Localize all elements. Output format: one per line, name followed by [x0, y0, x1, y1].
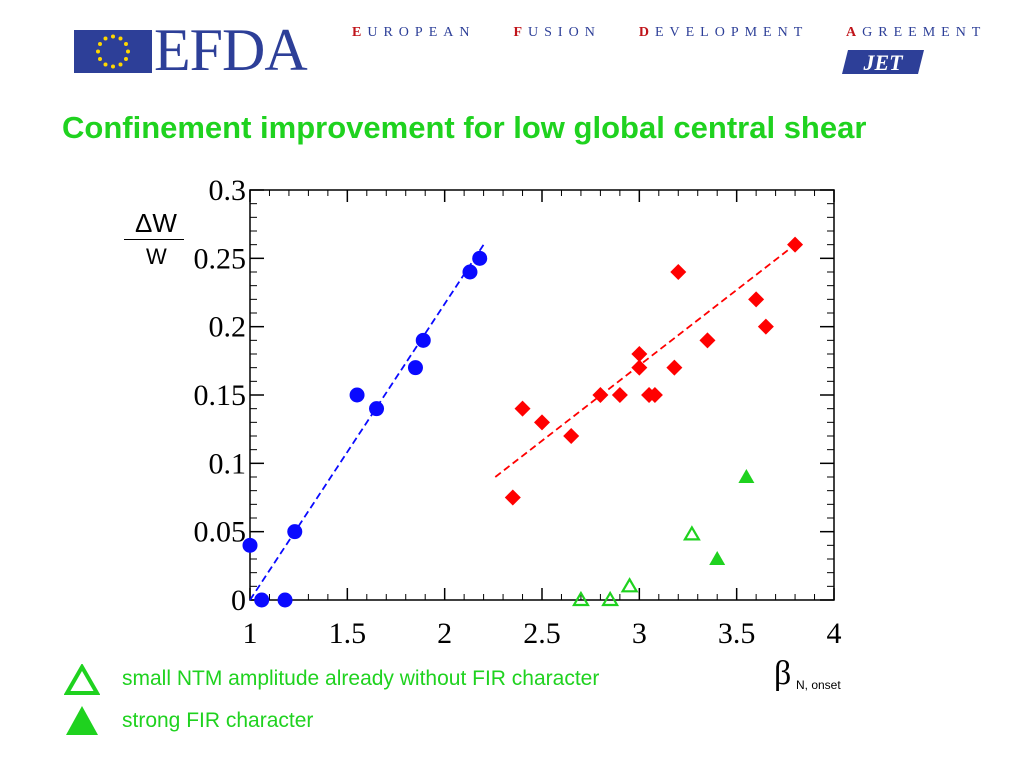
jet-logo-text: JET	[862, 50, 904, 75]
data-point-triangle-open	[682, 525, 701, 541]
agreement-word: FUSION	[513, 25, 600, 40]
agreement-rest: USION	[528, 25, 601, 40]
data-point-triangle-filled	[738, 469, 755, 483]
x-tick-label: 1.5	[329, 617, 367, 650]
x-axis-label-subscript: N, onset	[796, 678, 841, 692]
y-tick-label: 0.1	[209, 447, 247, 480]
data-point-diamond	[563, 428, 580, 444]
eu-stars-icon	[96, 34, 130, 69]
data-point-diamond	[646, 387, 663, 403]
data-point-circle	[349, 387, 365, 403]
flag-star	[103, 36, 108, 41]
flag-star	[118, 36, 123, 41]
y-axis-label-denominator: W	[146, 244, 167, 269]
data-point-circle	[242, 537, 258, 553]
agreement-cap: D	[638, 25, 655, 40]
data-point-diamond	[666, 359, 683, 376]
y-tick-label: 0.15	[194, 379, 247, 412]
slide-title: Confinement improvement for low global c…	[62, 110, 867, 145]
data-point-diamond	[699, 332, 716, 349]
y-tick-label: 0	[231, 584, 246, 617]
agreement-rest: UROPEAN	[367, 25, 476, 40]
x-tick-label: 3.5	[718, 617, 756, 650]
y-tick-label: 0.3	[209, 174, 247, 207]
agreement-word: DEVELOPMENT	[639, 25, 808, 40]
efda-logo-text: EFDA	[154, 17, 308, 83]
legend-open-triangle-icon	[64, 664, 100, 695]
data-point-diamond	[534, 414, 550, 431]
data-point-triangle-open	[601, 590, 620, 607]
x-tick-label: 2.5	[523, 617, 561, 650]
flag-star	[96, 49, 100, 54]
data-point-circle	[415, 332, 431, 348]
agreement-word: EUROPEAN	[352, 25, 475, 40]
flag-star	[123, 57, 128, 61]
legend-filled-triangle-icon	[66, 706, 98, 735]
y-axis-label-numerator: ΔW	[135, 208, 177, 238]
data-point-diamond	[514, 400, 531, 417]
legend-label-open: small NTM amplitude already without FIR …	[122, 667, 600, 690]
data-point-triangle-filled	[709, 551, 726, 565]
flag-star	[98, 57, 103, 61]
agreement-cap: A	[846, 25, 863, 40]
flag-star	[111, 64, 115, 69]
data-point-circle	[462, 264, 478, 280]
agreement-rest: EVELOPMENT	[654, 25, 809, 40]
data-point-circle	[254, 592, 270, 608]
x-axis-label-symbol: β	[774, 655, 792, 692]
data-point-diamond	[631, 359, 648, 376]
x-tick-label: 3	[632, 617, 647, 650]
flag-star	[118, 62, 123, 67]
data-point-circle	[472, 250, 488, 266]
agreement-banner: EUROPEAN FUSION DEVELOPMENT AGREEMENT	[352, 25, 986, 41]
data-point-diamond	[611, 387, 628, 403]
data-point-circle	[287, 524, 303, 540]
agreement-word: AGREEMENT	[846, 25, 986, 40]
flag-star	[98, 42, 103, 46]
data-point-diamond	[592, 387, 609, 403]
flag-star	[123, 42, 128, 46]
flag-star	[126, 49, 130, 54]
x-tick-label: 4	[827, 617, 842, 650]
flag-star	[111, 34, 115, 39]
data-point-diamond	[504, 489, 521, 506]
data-point-diamond	[757, 318, 774, 335]
data-point-diamond	[670, 264, 687, 280]
flag-star	[103, 62, 108, 67]
agreement-cap: F	[513, 25, 529, 40]
y-tick-label: 0.25	[194, 242, 247, 275]
x-tick-label: 1	[243, 617, 258, 650]
data-point-circle	[277, 592, 293, 608]
x-tick-label: 2	[437, 617, 452, 650]
legend-label-filled: strong FIR character	[122, 709, 314, 732]
jet-logo: JET	[842, 50, 924, 75]
eu-flag-logo	[74, 30, 152, 73]
fraction-bar	[124, 239, 184, 240]
data-point-diamond	[787, 236, 804, 253]
fit-line	[494, 243, 796, 478]
data-point-triangle-open	[620, 577, 639, 593]
data-point-diamond	[748, 291, 765, 308]
data-point-circle	[369, 401, 385, 417]
agreement-cap: E	[352, 25, 368, 40]
agreement-rest: GREEMENT	[862, 25, 987, 40]
plot-frame	[249, 189, 835, 601]
data-point-diamond	[631, 346, 648, 362]
y-tick-label: 0.05	[194, 516, 247, 549]
data-point-circle	[407, 360, 423, 376]
fit-line	[249, 244, 485, 601]
y-tick-label: 0.2	[209, 311, 247, 344]
data-point-triangle-open	[572, 590, 590, 607]
